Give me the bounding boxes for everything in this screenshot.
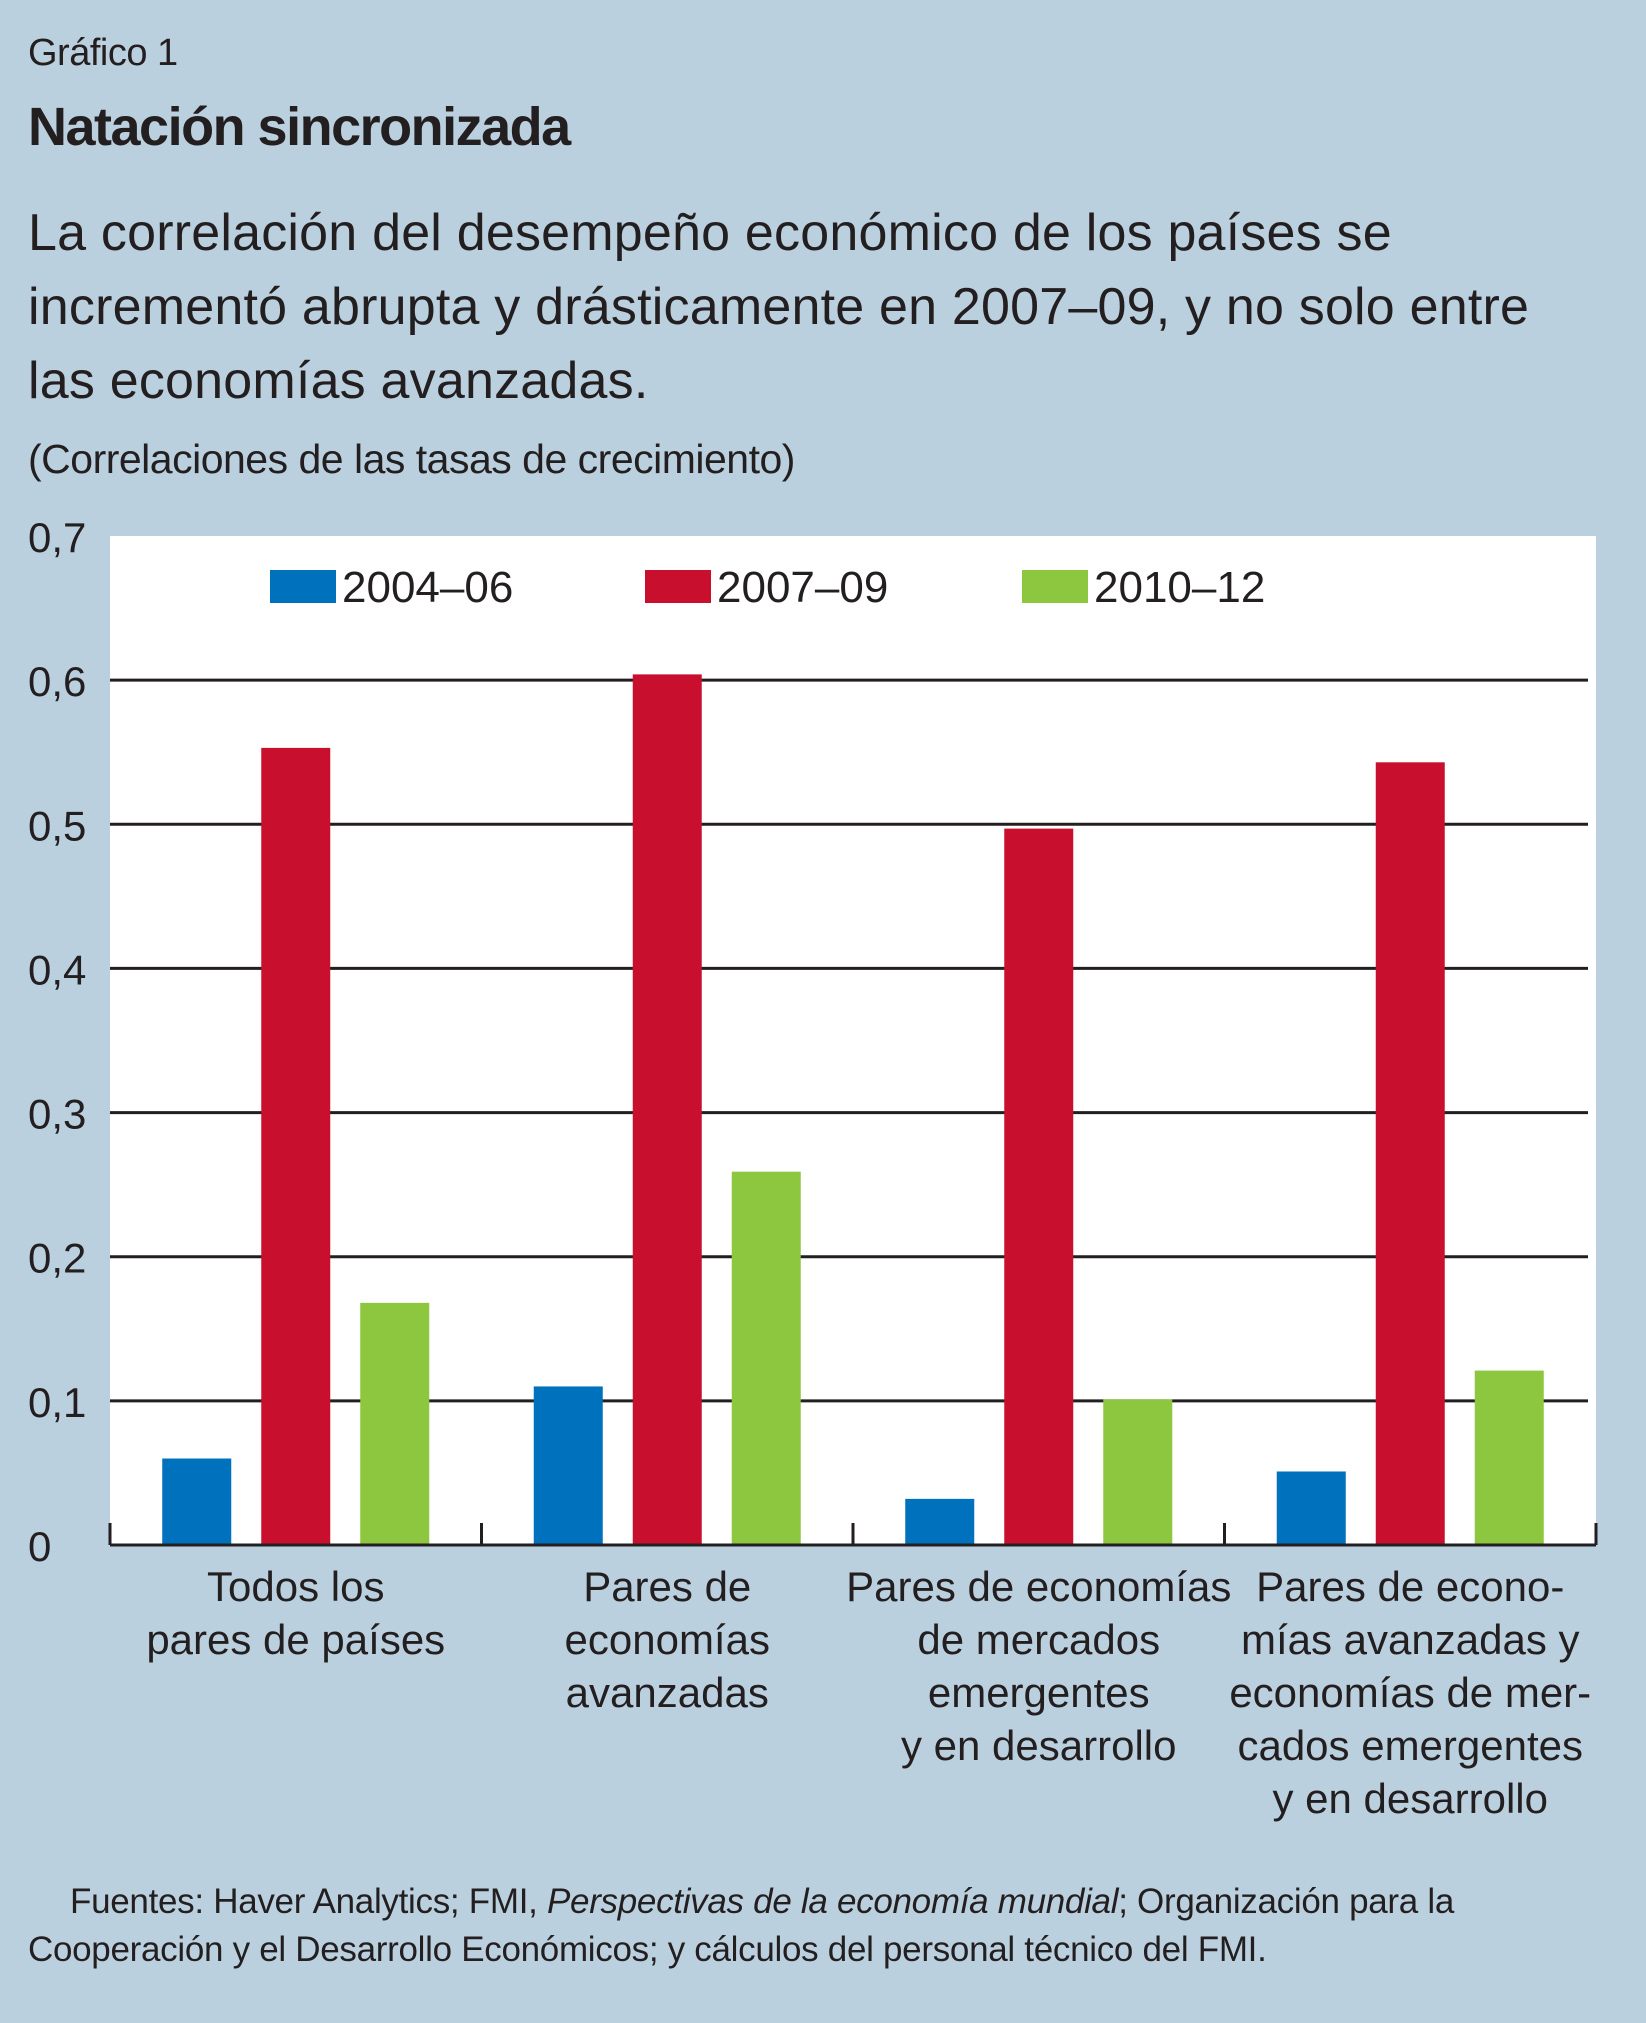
bar (1004, 828, 1074, 1545)
x-category-label: Todos los pares de países (146, 1563, 445, 1663)
y-tick-label: 0,3 (28, 1091, 86, 1138)
y-tick-label: 0,6 (28, 658, 86, 705)
bar (162, 1458, 232, 1545)
x-category-label: Pares de economías de mercados emergentes y… (846, 1563, 1231, 1769)
legend-swatch (270, 570, 336, 603)
y-tick-label: 0,7 (28, 514, 86, 561)
source-suffix: ; Organización para la Cooperación y el … (28, 1882, 1455, 1969)
bar (360, 1302, 430, 1545)
bar (533, 1386, 603, 1545)
legend-swatch (1022, 570, 1088, 603)
bar (261, 747, 331, 1545)
y-tick-label: 0,5 (28, 802, 86, 849)
x-category-label: Pares de economías avanzadas (565, 1563, 770, 1716)
y-tick-label: 0 (28, 1523, 51, 1570)
bar (1103, 1399, 1173, 1545)
y-axis-units: (Correlaciones de las tasas de crecimien… (28, 436, 795, 482)
chart-kicker: Gráfico 1 (28, 32, 178, 74)
chart-subtitle: La correlación del desempeño económico d… (28, 204, 1530, 410)
y-tick-label: 0,4 (28, 946, 86, 993)
bar (731, 1171, 801, 1545)
plot-area (110, 536, 1596, 1545)
source-italic: Perspectivas de la economía mundial (546, 1882, 1119, 1921)
bar-chart: 0 0,1 0,2 0,3 0,4 0,5 0,6 0,7 Todos los pares de … (28, 514, 1598, 1822)
legend-label: 2004–06 (342, 563, 513, 612)
bar (1375, 762, 1445, 1545)
bar (905, 1498, 975, 1545)
bar (632, 674, 702, 1545)
legend-swatch (645, 570, 711, 603)
bar (1474, 1370, 1544, 1545)
source-prefix: Fuentes: Haver Analytics; FMI, (70, 1882, 547, 1921)
legend-label: 2010–12 (1094, 563, 1265, 612)
chart-title: Natación sincronizada (28, 97, 571, 157)
y-tick-label: 0,2 (28, 1235, 86, 1282)
bar (1276, 1471, 1346, 1545)
x-category-label: Pares de econo-mías avanzadas y economías… (1229, 1563, 1591, 1822)
source-note: Fuentes: Haver Analytics; FMI, Perspecti… (28, 1878, 1608, 1974)
legend-label: 2007–09 (717, 563, 888, 612)
y-tick-label: 0,1 (28, 1379, 86, 1426)
